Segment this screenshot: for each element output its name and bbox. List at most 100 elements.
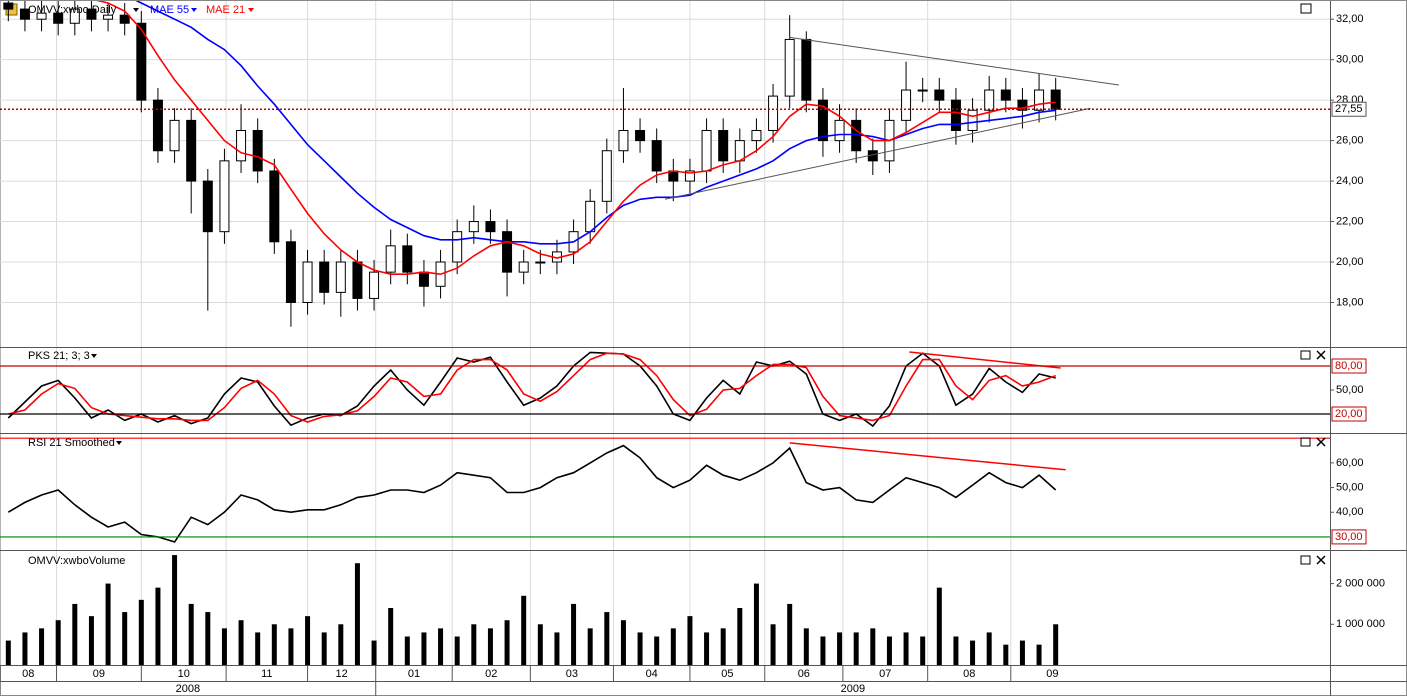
panel-title: RSI 21 Smoothed xyxy=(28,437,115,449)
panel xyxy=(0,348,1061,433)
panel xyxy=(0,1,1330,347)
legend-entry[interactable]: MAE 55 xyxy=(150,4,189,16)
dropdown-arrow[interactable] xyxy=(116,441,122,445)
volume-bar xyxy=(22,632,28,665)
candle-body xyxy=(635,129,646,142)
x-tick-label: 05 xyxy=(721,668,733,680)
volume-bar xyxy=(853,632,859,665)
volume-bar xyxy=(188,603,194,665)
series-line xyxy=(96,1,1056,276)
volume-bar xyxy=(886,636,892,665)
volume-bar xyxy=(221,628,227,665)
volume-bar xyxy=(537,624,543,665)
dropdown-arrow[interactable] xyxy=(248,8,254,12)
candle-body xyxy=(601,150,612,202)
candle-body xyxy=(36,12,47,20)
volume-bar xyxy=(471,624,477,665)
volume-bar xyxy=(55,620,61,665)
candle-body xyxy=(352,261,363,299)
volume-bar xyxy=(138,599,144,665)
panel xyxy=(0,551,1059,665)
volume-bar xyxy=(571,603,577,665)
dropdown-arrow[interactable] xyxy=(133,8,139,12)
y-tick-label: 24,00 xyxy=(1336,175,1364,187)
candle-body xyxy=(1050,89,1061,110)
x-tick-label: 08 xyxy=(22,668,34,680)
y-tick-label: 22,00 xyxy=(1336,215,1364,227)
volume-bar xyxy=(837,632,843,665)
candle-body xyxy=(418,271,429,287)
volume-bar xyxy=(371,640,377,665)
panel xyxy=(0,434,1066,550)
legend-entry[interactable]: MAE 21 xyxy=(206,4,245,16)
dropdown-arrow[interactable] xyxy=(191,8,197,12)
y-tick-label: 20,00 xyxy=(1336,256,1364,268)
y-tick-label: 50,00 xyxy=(1336,384,1364,396)
volume-bar xyxy=(670,628,676,665)
volume-bar xyxy=(122,612,128,665)
trendline xyxy=(664,107,1091,200)
candle-body xyxy=(219,160,230,233)
volume-bar xyxy=(5,640,11,665)
y-tick-label: 26,00 xyxy=(1336,135,1364,147)
volume-bar xyxy=(404,636,410,665)
dropdown-arrow[interactable] xyxy=(91,354,97,358)
x-tick-label: 01 xyxy=(408,668,420,680)
volume-bar xyxy=(421,632,427,665)
volume-bar xyxy=(704,632,710,665)
panel-title: PKS 21; 3; 3 xyxy=(28,350,90,362)
candle-body xyxy=(502,231,513,273)
candle-body xyxy=(934,89,945,101)
candle-body xyxy=(136,22,147,101)
maximize-button[interactable] xyxy=(1300,437,1311,447)
volume-bar xyxy=(787,603,793,665)
candle-body xyxy=(684,170,695,182)
close-button[interactable] xyxy=(1316,437,1326,447)
maximize-button[interactable] xyxy=(1300,350,1311,360)
candle-body xyxy=(186,119,197,182)
maximize-button[interactable] xyxy=(1300,555,1311,565)
candle-body xyxy=(1034,89,1045,111)
volume-bar xyxy=(986,632,992,665)
volume-bar xyxy=(1019,640,1025,665)
volume-bar xyxy=(970,640,976,665)
x-tick-label: 11 xyxy=(261,668,272,680)
chart-title: OMVV:xwbo Daily xyxy=(28,4,117,16)
volume-bar xyxy=(803,628,809,665)
volume-bar xyxy=(155,587,161,665)
candle-body xyxy=(3,2,14,10)
volume-bar xyxy=(487,628,493,665)
volume-bar xyxy=(205,612,211,665)
candle-body xyxy=(817,99,828,142)
volume-bar xyxy=(354,563,360,665)
candle-body xyxy=(485,221,496,233)
candle-body xyxy=(103,14,114,20)
candle-body xyxy=(967,109,978,131)
trendline xyxy=(789,36,1119,86)
volume-bar xyxy=(637,632,643,665)
candle-body xyxy=(1017,99,1028,111)
volume-bar xyxy=(720,628,726,665)
volume-bar xyxy=(953,636,959,665)
x-tick-label: 04 xyxy=(646,668,658,680)
close-button[interactable] xyxy=(1316,350,1326,360)
volume-bar xyxy=(521,595,527,665)
candle-body xyxy=(751,129,762,142)
candle-body xyxy=(701,129,712,172)
volume-bar xyxy=(288,628,294,665)
candle-body xyxy=(901,89,912,121)
panel-title: OMVV:xwboVolume xyxy=(28,555,125,567)
volume-bar xyxy=(39,628,45,665)
volume-bar xyxy=(604,612,610,665)
volume-bar xyxy=(936,587,942,665)
close-button[interactable] xyxy=(1316,555,1326,565)
maximize-button[interactable] xyxy=(1300,3,1312,14)
volume-bar xyxy=(271,624,277,665)
volume-bar xyxy=(88,616,94,665)
candle-body xyxy=(385,245,396,273)
candle-body xyxy=(950,99,961,131)
volume-bar xyxy=(1003,644,1009,665)
series-line xyxy=(135,1,1056,245)
x-tick-label: 03 xyxy=(566,668,578,680)
